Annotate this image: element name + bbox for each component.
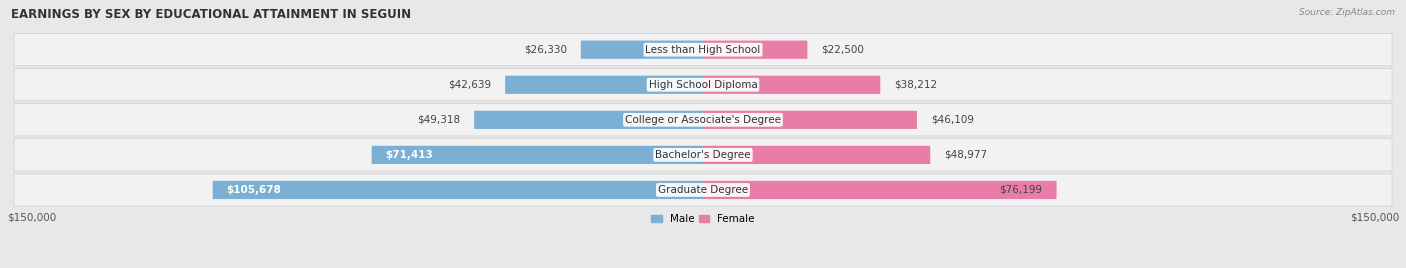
Text: College or Associate's Degree: College or Associate's Degree bbox=[626, 115, 780, 125]
FancyBboxPatch shape bbox=[14, 69, 1392, 101]
FancyBboxPatch shape bbox=[581, 40, 703, 59]
Text: High School Diploma: High School Diploma bbox=[648, 80, 758, 90]
Text: EARNINGS BY SEX BY EDUCATIONAL ATTAINMENT IN SEGUIN: EARNINGS BY SEX BY EDUCATIONAL ATTAINMEN… bbox=[11, 8, 412, 21]
FancyBboxPatch shape bbox=[703, 76, 880, 94]
FancyBboxPatch shape bbox=[703, 181, 1056, 199]
Text: $38,212: $38,212 bbox=[894, 80, 938, 90]
Text: Source: ZipAtlas.com: Source: ZipAtlas.com bbox=[1299, 8, 1395, 17]
FancyBboxPatch shape bbox=[703, 40, 807, 59]
Text: $49,318: $49,318 bbox=[418, 115, 460, 125]
Text: Graduate Degree: Graduate Degree bbox=[658, 185, 748, 195]
Text: $46,109: $46,109 bbox=[931, 115, 974, 125]
Text: $42,639: $42,639 bbox=[449, 80, 491, 90]
Legend: Male, Female: Male, Female bbox=[651, 214, 755, 224]
Text: $76,199: $76,199 bbox=[1000, 185, 1043, 195]
Text: $71,413: $71,413 bbox=[385, 150, 433, 160]
Text: $22,500: $22,500 bbox=[821, 45, 865, 55]
FancyBboxPatch shape bbox=[14, 174, 1392, 206]
Text: $26,330: $26,330 bbox=[524, 45, 567, 55]
FancyBboxPatch shape bbox=[14, 139, 1392, 171]
FancyBboxPatch shape bbox=[371, 146, 703, 164]
FancyBboxPatch shape bbox=[505, 76, 703, 94]
FancyBboxPatch shape bbox=[474, 111, 703, 129]
Text: Bachelor's Degree: Bachelor's Degree bbox=[655, 150, 751, 160]
Text: $150,000: $150,000 bbox=[1350, 212, 1399, 222]
Text: $105,678: $105,678 bbox=[226, 185, 281, 195]
Text: $150,000: $150,000 bbox=[7, 212, 56, 222]
Text: Less than High School: Less than High School bbox=[645, 45, 761, 55]
FancyBboxPatch shape bbox=[212, 181, 703, 199]
FancyBboxPatch shape bbox=[14, 34, 1392, 66]
Text: $48,977: $48,977 bbox=[945, 150, 987, 160]
FancyBboxPatch shape bbox=[14, 104, 1392, 136]
FancyBboxPatch shape bbox=[703, 111, 917, 129]
FancyBboxPatch shape bbox=[703, 146, 931, 164]
